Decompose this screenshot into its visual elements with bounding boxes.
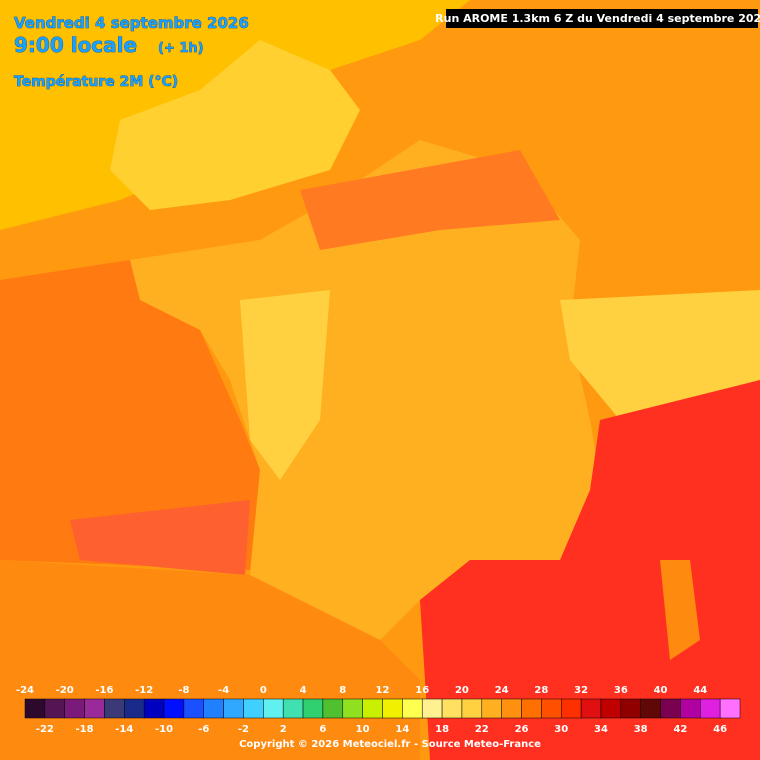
legend-label: 32 xyxy=(574,685,588,696)
legend-label: 2 xyxy=(280,724,287,735)
legend-label: -12 xyxy=(135,685,153,696)
legend-label: 36 xyxy=(614,685,628,696)
legend-swatch xyxy=(64,698,85,719)
legend-label: 6 xyxy=(319,724,326,735)
legend-label: -8 xyxy=(178,685,189,696)
legend-label: -20 xyxy=(56,685,74,696)
legend-label: 30 xyxy=(554,724,568,735)
legend-label: 22 xyxy=(475,724,489,735)
variable: Température 2M (°C) xyxy=(14,74,178,90)
legend-swatch xyxy=(124,698,145,719)
legend-swatch xyxy=(223,698,244,719)
legend-swatch xyxy=(561,698,582,719)
legend: -24 -20 -16 -12 -8 -4 0 4 8 12 16 20 24 28 32 36 40 44-22… xyxy=(16,685,741,735)
legend-swatch xyxy=(402,698,423,719)
legend-label: -4 xyxy=(218,685,229,696)
legend-label: 26 xyxy=(515,724,529,735)
legend-swatch xyxy=(660,698,681,719)
legend-label: 10 xyxy=(356,724,370,735)
legend-label: -16 xyxy=(95,685,113,696)
legend-swatch xyxy=(342,698,363,719)
legend-label: 14 xyxy=(395,724,409,735)
legend-swatch xyxy=(700,698,721,719)
legend-label: -10 xyxy=(155,724,173,735)
legend-swatch xyxy=(282,698,304,719)
legend-swatch xyxy=(362,698,383,719)
legend-label: 16 xyxy=(415,685,429,696)
atlantic xyxy=(0,260,260,570)
legend-swatch xyxy=(143,698,165,719)
legend-swatch xyxy=(183,698,204,719)
legend-swatch xyxy=(163,698,185,719)
england xyxy=(110,40,360,210)
legend-label: 20 xyxy=(455,685,469,696)
legend-label: 12 xyxy=(376,685,390,696)
legend-swatch xyxy=(461,698,483,719)
run-box xyxy=(446,9,758,28)
legend-label: 38 xyxy=(634,724,648,735)
legend-label: 0 xyxy=(260,685,267,696)
legend-label: 34 xyxy=(594,724,608,735)
offset: (+ 1h) xyxy=(158,41,204,56)
atlantic-warm xyxy=(70,500,250,575)
france xyxy=(130,140,600,640)
legend-label: -2 xyxy=(238,724,249,735)
legend-swatch xyxy=(640,698,661,719)
legend-swatch xyxy=(680,698,701,719)
legend-swatch xyxy=(302,698,324,719)
corsica xyxy=(660,560,700,660)
legend-label: -24 xyxy=(16,685,34,696)
legend-swatch xyxy=(84,698,105,719)
legend-swatch xyxy=(104,698,125,719)
legend-swatch xyxy=(44,698,65,719)
legend-label: 8 xyxy=(339,685,346,696)
legend-label: 4 xyxy=(300,685,307,696)
legend-swatch xyxy=(203,698,224,719)
legend-swatch xyxy=(620,698,641,719)
legend-label: 18 xyxy=(435,724,449,735)
time: 9:00 locale xyxy=(14,33,137,57)
legend-label: 44 xyxy=(693,685,707,696)
legend-swatch xyxy=(521,698,542,719)
legend-label: 24 xyxy=(495,685,509,696)
date: Vendredi 4 septembre 2026 xyxy=(14,14,249,32)
legend-swatch xyxy=(322,698,344,719)
legend-swatch xyxy=(719,698,741,719)
west-france xyxy=(240,290,330,480)
legend-swatch xyxy=(501,698,522,719)
alps xyxy=(560,290,760,420)
legend-label: -6 xyxy=(198,724,209,735)
legend-swatch xyxy=(24,698,46,719)
legend-label: -18 xyxy=(76,724,94,735)
legend-label: 46 xyxy=(713,724,727,735)
legend-label: 40 xyxy=(654,685,668,696)
copyright: Copyright © 2026 Meteociel.fr - Source M… xyxy=(239,739,541,750)
legend-swatch xyxy=(541,698,562,719)
legend-label: -14 xyxy=(115,724,133,735)
legend-swatch xyxy=(600,698,622,719)
legend-label: 28 xyxy=(534,685,548,696)
legend-swatch xyxy=(421,698,443,719)
run-info: Run AROME 1.3km 6 Z du Vendredi 4 septem… xyxy=(435,12,760,25)
legend-swatch xyxy=(481,698,502,719)
legend-swatch xyxy=(263,698,284,719)
mediterranean xyxy=(420,380,760,760)
legend-label: 42 xyxy=(673,724,687,735)
legend-swatch xyxy=(382,698,403,719)
legend-swatch xyxy=(441,698,463,719)
north-france xyxy=(300,150,560,250)
legend-swatch xyxy=(580,698,602,719)
legend-label: -22 xyxy=(36,724,54,735)
legend-swatch xyxy=(243,698,264,719)
